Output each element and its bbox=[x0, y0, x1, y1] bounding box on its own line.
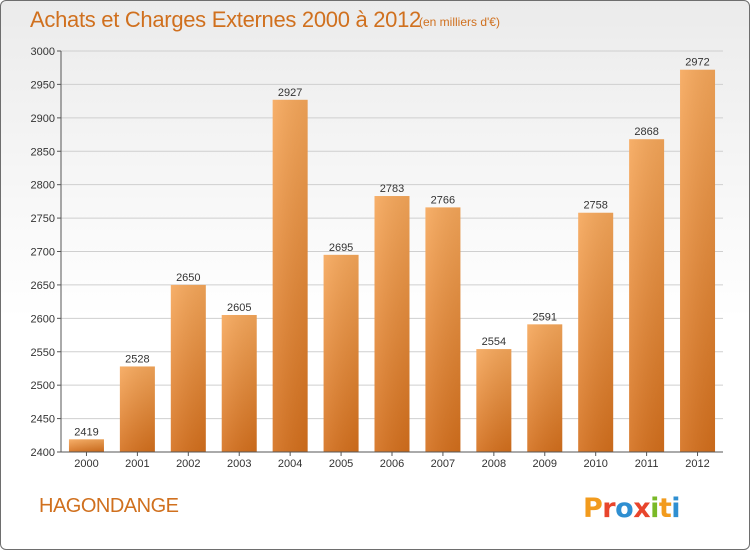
logo-letter: i bbox=[671, 493, 680, 524]
bar-value-label: 2605 bbox=[227, 302, 251, 314]
logo-letter: x bbox=[633, 493, 650, 524]
y-axis: 2400 2450 2500 2550 2600 2650 2700 2750 2800 2850… bbox=[31, 46, 62, 459]
y-tick-label: 2650 bbox=[31, 280, 55, 292]
x-tick-label: 2007 bbox=[431, 458, 455, 470]
x-tick-label: 2003 bbox=[227, 458, 251, 470]
bar-shade bbox=[221, 314, 257, 452]
logo-letter: i bbox=[650, 493, 659, 524]
bar-value-label: 2758 bbox=[583, 200, 607, 212]
bar-value-label: 2766 bbox=[431, 194, 455, 206]
bar-shade bbox=[578, 212, 614, 452]
bar-value-label: 2591 bbox=[533, 311, 557, 323]
bar-value-label: 2927 bbox=[278, 87, 302, 99]
y-tick-label: 2500 bbox=[31, 380, 55, 392]
logo-letter: P bbox=[583, 493, 602, 524]
y-tick-label: 2800 bbox=[31, 180, 55, 192]
bar-value-label: 2419 bbox=[74, 426, 98, 438]
x-tick-label: 2001 bbox=[125, 458, 149, 470]
x-axis: 2000 2001 2002 2003 2004 2005 2006 2007 2008 2009… bbox=[61, 451, 723, 470]
bar-value-label: 2695 bbox=[329, 242, 353, 254]
bar-shade bbox=[425, 207, 461, 452]
x-tick-label: 2011 bbox=[635, 458, 659, 470]
bar-value-label: 2528 bbox=[125, 353, 149, 365]
y-tick-label: 2400 bbox=[31, 447, 55, 459]
y-tick-label: 2900 bbox=[31, 113, 55, 125]
svg-text:Proxiti: Proxiti bbox=[583, 493, 680, 524]
bar-value-label: 2868 bbox=[634, 126, 658, 138]
chart-title: Achats et Charges Externes 2000 à 2012 bbox=[30, 7, 421, 32]
commune-name: HAGONDANGE bbox=[39, 495, 179, 517]
x-tick-label: 2005 bbox=[329, 458, 353, 470]
bar-shade bbox=[527, 324, 563, 452]
bar-shade bbox=[68, 439, 104, 452]
logo-letter: t bbox=[659, 493, 672, 524]
bar-value-label: 2972 bbox=[685, 57, 709, 69]
y-tick-label: 2450 bbox=[31, 414, 55, 426]
x-tick-label: 2006 bbox=[380, 458, 404, 470]
bar-value-label: 2554 bbox=[482, 336, 506, 348]
x-tick-label: 2008 bbox=[482, 458, 506, 470]
y-tick-label: 2750 bbox=[31, 213, 55, 225]
x-tick-label: 2000 bbox=[74, 458, 98, 470]
y-tick-label: 2850 bbox=[31, 146, 55, 158]
y-tick-label: 2950 bbox=[31, 79, 55, 91]
bar-value-label: 2650 bbox=[176, 272, 200, 284]
y-tick-label: 2550 bbox=[31, 347, 55, 359]
logo-letter: o bbox=[615, 493, 633, 524]
x-tick-label: 2004 bbox=[278, 458, 302, 470]
x-tick-label: 2009 bbox=[533, 458, 557, 470]
bar-shade bbox=[374, 196, 410, 452]
chart-subtitle: (en milliers d'€) bbox=[419, 15, 500, 29]
bar-shade bbox=[680, 69, 716, 453]
bar-shade bbox=[170, 284, 206, 452]
x-tick-label: 2012 bbox=[685, 458, 709, 470]
bar-shade bbox=[323, 254, 359, 452]
bar-shade bbox=[629, 139, 665, 452]
bar-value-label: 2783 bbox=[380, 183, 404, 195]
bar-shade bbox=[476, 349, 512, 452]
y-tick-label: 2600 bbox=[31, 313, 55, 325]
bars: 2419 2528 2650 2605 2927 2695 2783 2766 2554 2591… bbox=[68, 57, 716, 453]
y-tick-label: 2700 bbox=[31, 247, 55, 259]
proxiti-logo[interactable]: Proxiti bbox=[581, 488, 691, 524]
x-tick-label: 2010 bbox=[583, 458, 607, 470]
bar-shade bbox=[272, 99, 308, 452]
x-tick-label: 2002 bbox=[176, 458, 200, 470]
y-tick-label: 3000 bbox=[31, 46, 55, 58]
logo-letter: r bbox=[602, 493, 616, 524]
bar-shade bbox=[119, 366, 155, 452]
